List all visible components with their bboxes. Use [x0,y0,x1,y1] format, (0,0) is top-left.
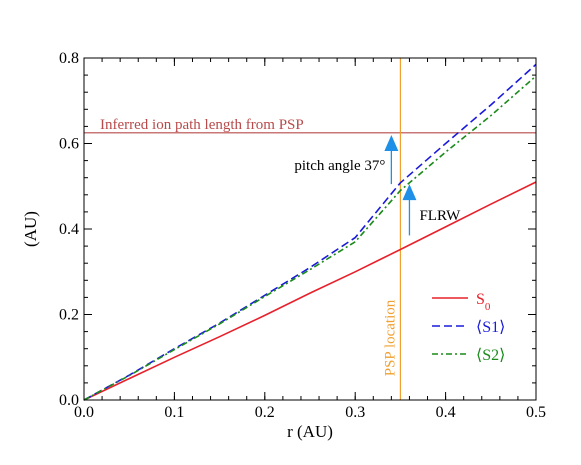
series-line [83,75,537,401]
y-axis-title: (AU) [21,211,40,247]
flrw-arrow-head [402,184,417,201]
tick-labels: 0.0 0.1 0.2 0.3 0.4 0.5 0.0 0.2 0.4 0.6 0.8 [59,50,546,421]
psp-location-label: PSP location [382,299,398,376]
inferred-path-length-label: Inferred ion path length from PSP [100,117,304,133]
x-tick-label: 0.3 [345,404,365,421]
legend: S0 ⟨S1⟩ ⟨S2⟩ [432,291,505,364]
pitch-angle-label: pitch angle 37° [294,158,385,174]
x-tick-label: 0.4 [436,404,456,421]
x-axis-title: r (AU) [287,422,333,441]
y-tick-label: 0.6 [59,136,79,153]
legend-label: S0 [476,291,491,313]
plot-content: Inferred ion path length from PSP PSP loc… [83,58,537,401]
series-line [83,63,537,401]
y-tick-label: 0.8 [59,50,79,67]
legend-label-subscript: 0 [485,301,491,313]
plot-frame [83,57,537,401]
axis-ticks [83,57,537,401]
legend-label: ⟨S2⟩ [476,347,505,364]
flrw-label: FLRW [419,208,461,224]
y-tick-label: 0.0 [59,392,79,409]
x-tick-label: 0.2 [255,404,275,421]
y-tick-label: 0.4 [59,221,79,238]
x-tick-label: 0.5 [526,404,546,421]
pitch-angle-arrow-head [384,134,399,151]
y-tick-label: 0.2 [59,307,79,324]
x-tick-label: 0.1 [164,404,184,421]
legend-label: ⟨S1⟩ [476,319,505,336]
x-tick-label: 0.0 [74,404,94,421]
series-line [83,181,537,401]
